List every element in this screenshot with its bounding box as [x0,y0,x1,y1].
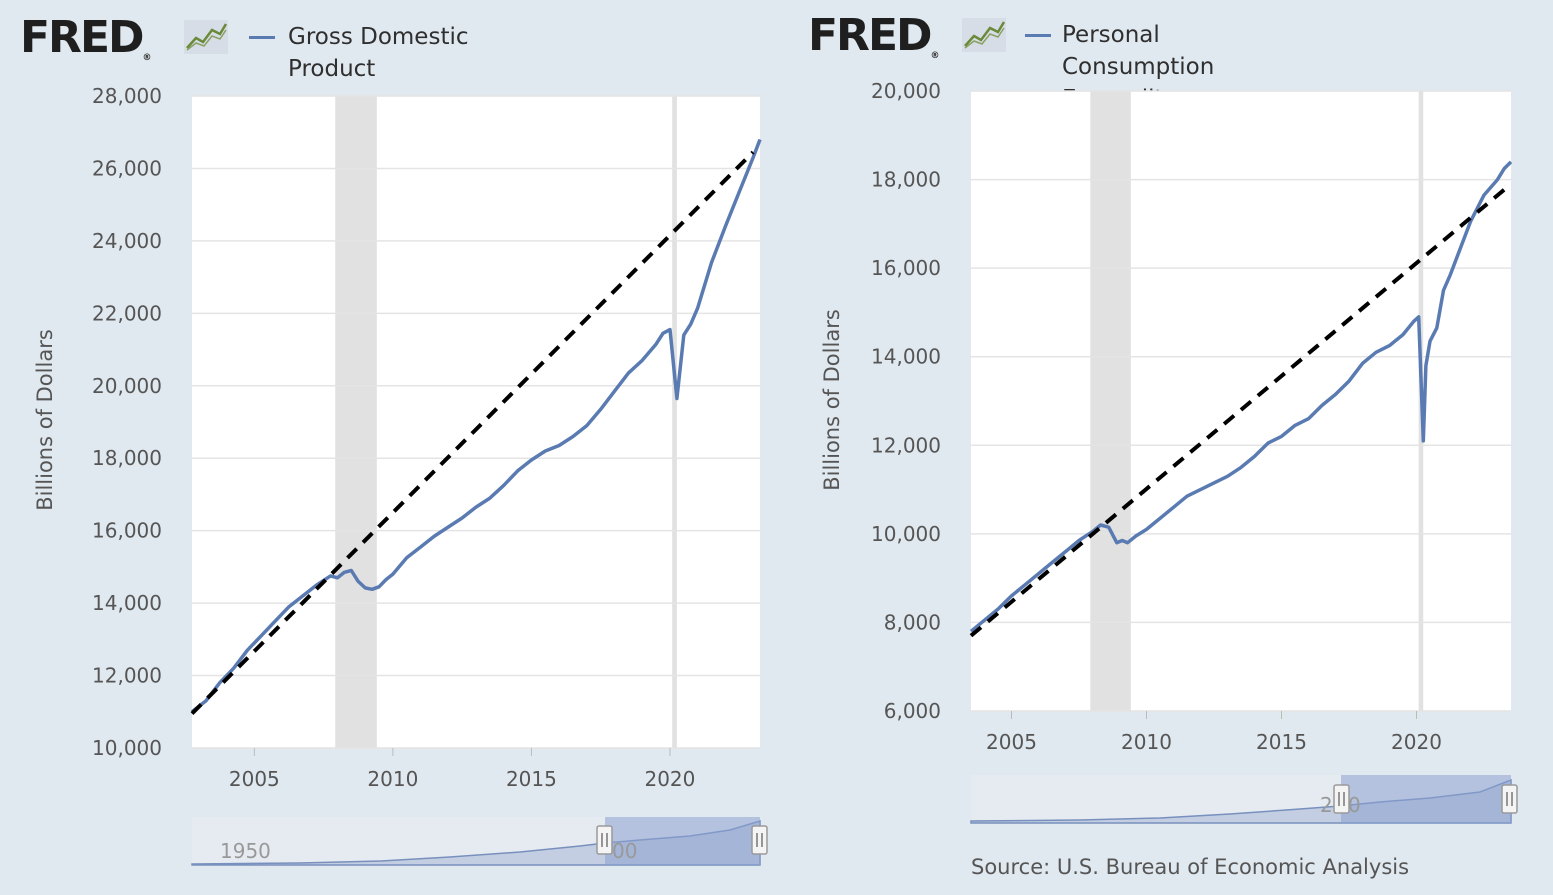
fred-graph-icon [184,20,228,54]
x-tick-label: 2010 [1121,730,1172,754]
y-tick-label: 24,000 [92,229,162,253]
y-tick-label: 20,000 [92,374,162,398]
x-tick-label: 2010 [367,767,418,791]
y-tick-label: 8,000 [884,610,941,634]
x-tick-label: 2005 [986,730,1037,754]
navigator-handle-right[interactable] [1501,784,1518,814]
x-tick-label: 2015 [1256,730,1307,754]
fred-registered-mark: ® [142,53,152,63]
plot-background [971,91,1511,711]
legend-label-gdp[interactable]: Gross Domestic Product [288,24,469,82]
y-tick-label: 12,000 [92,664,162,688]
legend-swatch-pce [1025,34,1051,37]
y-tick-label: 16,000 [871,256,941,280]
y-tick-label: 20,000 [871,79,941,103]
y-tick-label: 12,000 [871,433,941,457]
fred-logo[interactable]: FRED® [808,10,940,61]
x-tick-label: 2020 [644,767,695,791]
plot-background [192,96,760,748]
navigator-year-label-2: 00 [612,839,637,863]
navigator-year-label-2: 0 [1348,793,1361,817]
y-tick-label: 28,000 [92,84,162,108]
y-tick-label: 10,000 [92,736,162,760]
trend-line [969,182,1513,638]
y-tick-label: 18,000 [871,168,941,192]
fred-logo-text: FRED [808,10,933,61]
legend-swatch-gdp [249,36,275,39]
series-line[interactable] [969,160,1513,633]
y-tick-label: 6,000 [884,699,941,723]
recession-band [1090,91,1131,711]
fred-logo[interactable]: FRED® [20,12,152,63]
source-note: Source: U.S. Bureau of Economic Analysis [971,855,1410,879]
trend-line [190,150,755,716]
x-tick-label: 2015 [506,767,557,791]
fred-graph-icon [962,18,1006,52]
navigator-handle-left[interactable] [596,825,613,855]
navigator-handle-left[interactable] [1333,784,1350,814]
y-tick-label: 22,000 [92,301,162,325]
y-tick-label: 14,000 [871,345,941,369]
pce-chart-panel: FRED® Personal Consumption Expenditures … [780,0,1553,895]
y-tick-label: 26,000 [92,156,162,180]
y-tick-label: 16,000 [92,519,162,543]
navigator-selected-range [1341,775,1511,823]
pce-chart: 6,000 8,000 10,000 12,000 14,000 16,000 18,000… [871,79,1518,824]
y-tick-label: 14,000 [92,591,162,615]
y-tick-label: 18,000 [92,446,162,470]
gdp-chart: 10,000 12,000 14,000 16,000 18,000 20,000 22,0… [92,84,768,866]
fred-registered-mark: ® [930,51,940,61]
x-tick-label: 2005 [229,767,280,791]
gdp-chart-panel: FRED® Gross Domestic Product Billions of… [20,12,768,866]
series-line[interactable] [190,138,762,714]
x-tick-label: 2020 [1391,730,1442,754]
y-tick-label: 10,000 [871,522,941,546]
navigator-handle-right[interactable] [751,825,768,855]
recession-band [672,96,677,748]
fred-logo-text: FRED [20,12,145,63]
navigator-selected-range [605,817,760,865]
recession-band [335,96,377,748]
navigator-year-label: 1950 [220,839,271,863]
